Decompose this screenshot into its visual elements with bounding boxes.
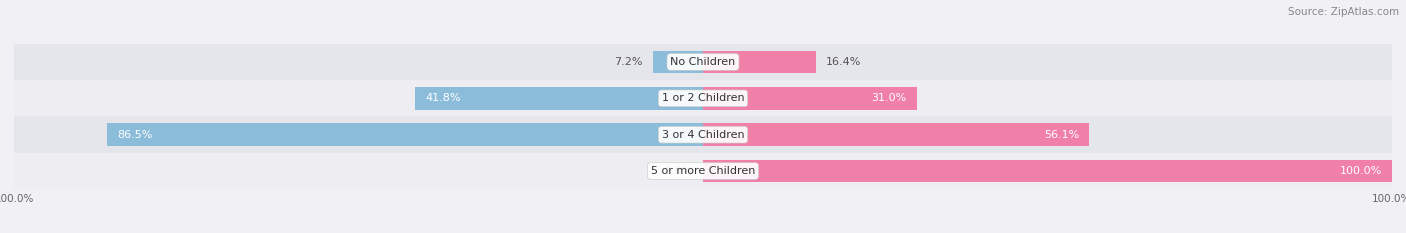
Bar [14, 80, 1392, 116]
Text: 16.4%: 16.4% [827, 57, 862, 67]
Bar [703, 87, 917, 110]
Text: No Children: No Children [671, 57, 735, 67]
Text: Source: ZipAtlas.com: Source: ZipAtlas.com [1288, 7, 1399, 17]
Text: 7.2%: 7.2% [614, 57, 643, 67]
Text: 0.0%: 0.0% [665, 166, 693, 176]
Bar [415, 87, 703, 110]
Bar [654, 51, 703, 73]
Bar [14, 116, 1392, 153]
Bar [703, 160, 1392, 182]
Text: 56.1%: 56.1% [1043, 130, 1080, 140]
Text: 3 or 4 Children: 3 or 4 Children [662, 130, 744, 140]
Text: 1 or 2 Children: 1 or 2 Children [662, 93, 744, 103]
Text: 100.0%: 100.0% [1340, 166, 1382, 176]
Bar [14, 44, 1392, 80]
Bar [107, 123, 703, 146]
Text: 31.0%: 31.0% [870, 93, 907, 103]
Text: 41.8%: 41.8% [426, 93, 461, 103]
Text: 5 or more Children: 5 or more Children [651, 166, 755, 176]
Text: 86.5%: 86.5% [117, 130, 153, 140]
Bar [14, 153, 1392, 189]
Bar [703, 51, 815, 73]
Bar [703, 123, 1090, 146]
